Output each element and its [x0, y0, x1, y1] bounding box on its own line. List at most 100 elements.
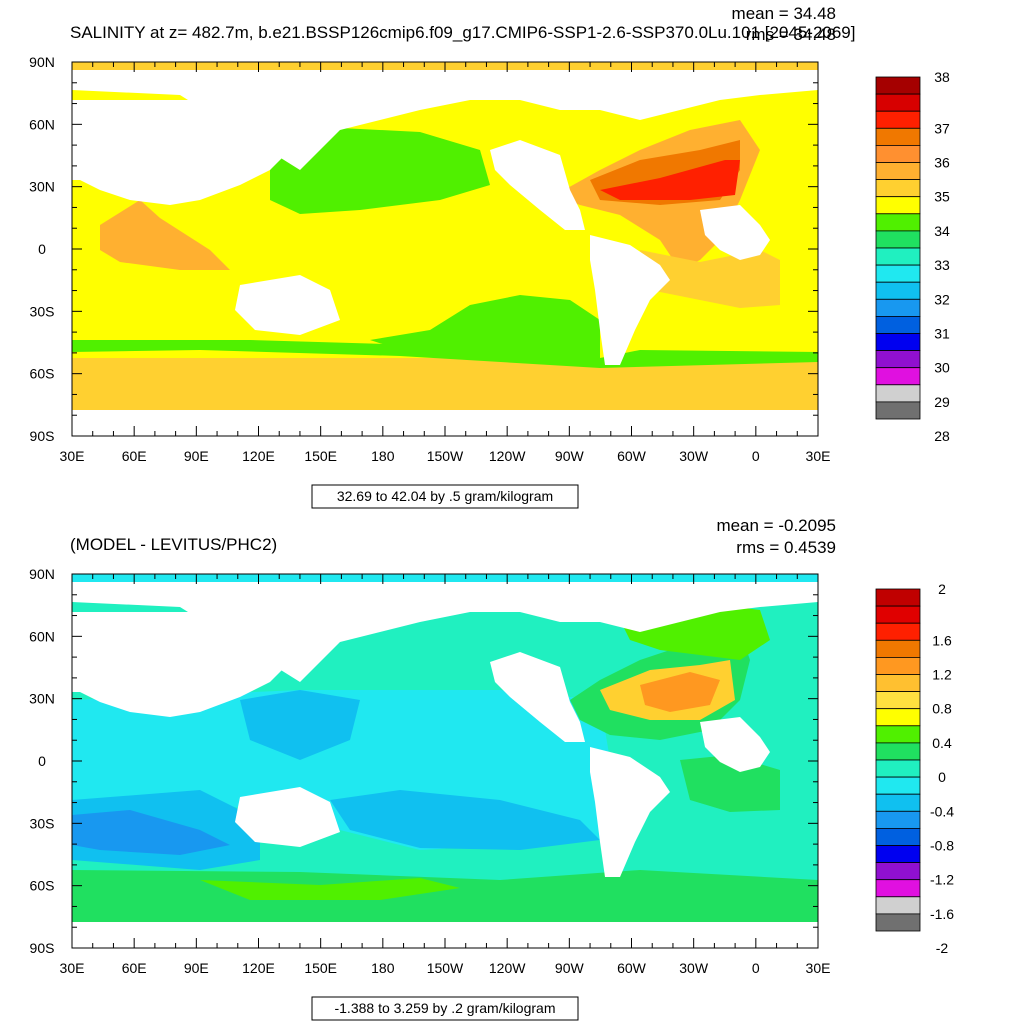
bottom-colorbar-label: -0.8 — [930, 838, 954, 854]
bottom-ytick-label: 30S — [30, 815, 55, 831]
bottom-colorbar-box — [875, 879, 921, 898]
bottom-colorbar-box — [875, 657, 921, 675]
bottom-panel: (MODEL - LEVITUS/PHC2) mean = -0.2095 rm… — [29, 516, 954, 1021]
bottom-y-axis: 90N 60N 30N 0 30S 60S 90S — [29, 566, 818, 956]
bottom-colorbar: 2 1.6 1.2 0.8 0.4 0 -0.4 -0.8 -1.2 -1.6 -2 — [875, 581, 954, 956]
top-xtick-label: 30E — [60, 448, 85, 464]
top-colorbar-box — [875, 162, 921, 181]
top-colorbar-label: 30 — [934, 360, 950, 376]
bottom-xtick-label: 180 — [371, 960, 395, 976]
bottom-xtick-label: 90E — [184, 960, 209, 976]
top-colorbar-label: 28 — [934, 428, 950, 444]
top-colorbar-box — [875, 315, 921, 334]
bottom-colorbar-box — [875, 674, 921, 693]
top-colorbar-label: 32 — [934, 291, 950, 307]
top-xtick-label: 30W — [679, 448, 709, 464]
top-xtick-label: 30E — [806, 448, 831, 464]
top-xtick-label: 90E — [184, 448, 209, 464]
top-colorbar-label: 35 — [934, 189, 950, 205]
bottom-indian-blue — [72, 810, 230, 855]
bottom-xtick-label: 120W — [489, 960, 526, 976]
top-xtick-label: 150W — [427, 448, 464, 464]
bottom-southern-green — [72, 870, 818, 930]
bottom-xtick-label: 60W — [617, 960, 647, 976]
top-xtick-label: 0 — [752, 448, 760, 464]
top-colorbar-label: 29 — [934, 394, 950, 410]
bottom-colorbar-label: 1.6 — [932, 632, 952, 648]
top-indian-orange — [100, 200, 230, 270]
top-colorbar-label: 33 — [934, 257, 950, 273]
bottom-colorbar-box — [875, 742, 921, 761]
top-colorbar-box — [875, 333, 921, 352]
bottom-colorbar-box — [875, 896, 921, 915]
top-land-samerica — [590, 235, 670, 365]
top-xtick-label: 150E — [304, 448, 337, 464]
top-ytick-label: 30S — [30, 303, 55, 319]
bottom-colorbar-box — [875, 828, 921, 846]
top-colorbar-box — [875, 350, 921, 369]
bottom-colorbar-label: -2 — [936, 940, 949, 956]
top-satl-orange — [640, 250, 780, 308]
top-range-label: 32.69 to 42.04 by .5 gram/kilogram — [337, 488, 553, 504]
bottom-colorbar-label: 0.8 — [932, 701, 952, 717]
top-x-axis: 30E 60E 90E 120E 150E 180 150W 120W 90W 60W 30W 0 30… — [60, 62, 831, 464]
bottom-colorbar-box — [875, 639, 921, 658]
bottom-colorbar-box — [875, 776, 921, 795]
bottom-colorbar-box — [875, 605, 921, 624]
bottom-xtick-label: 150E — [304, 960, 337, 976]
top-colorbar-box — [875, 281, 921, 300]
top-colorbar-box — [875, 179, 921, 198]
top-land-namerica — [490, 140, 585, 230]
bottom-xtick-label: 30E — [806, 960, 831, 976]
bottom-ytick-label: 60S — [30, 878, 55, 894]
bottom-land-africa — [700, 717, 770, 772]
bottom-range-label: -1.388 to 3.259 by .2 gram/kilogram — [334, 1000, 555, 1016]
bottom-colorbar-box — [875, 810, 921, 829]
bottom-xtick-label: 0 — [752, 960, 760, 976]
top-ytick-label: 0 — [38, 241, 46, 257]
top-ytick-label: 60S — [30, 366, 55, 382]
bottom-natl-orange — [640, 672, 720, 712]
bottom-colorbar-box — [875, 759, 921, 778]
bottom-colorbar-label: -0.4 — [930, 803, 954, 819]
top-npac-green — [270, 128, 490, 214]
bottom-colorbar-label: -1.2 — [930, 872, 954, 888]
top-panel: SALINITY at z= 482.7m, b.e21.BSSP126cmip… — [29, 4, 950, 509]
bottom-colorbar-box — [875, 708, 921, 727]
bottom-xtick-label: 30E — [60, 960, 85, 976]
bottom-colorbar-box — [875, 725, 921, 744]
bottom-ytick-label: 30N — [29, 691, 55, 707]
bottom-colorbar-box — [875, 691, 921, 710]
top-xtick-label: 90W — [555, 448, 585, 464]
top-colorbar-label: 36 — [934, 155, 950, 171]
top-ytick-label: 90S — [30, 428, 55, 444]
top-title: SALINITY at z= 482.7m, b.e21.BSSP126cmip… — [70, 23, 856, 42]
top-land-africa — [700, 205, 770, 260]
bottom-colorbar-label: 0.4 — [932, 735, 952, 751]
top-land-north — [72, 70, 818, 170]
top-xtick-label: 120W — [489, 448, 526, 464]
top-colorbar-box — [875, 93, 921, 112]
top-land-australia — [235, 275, 340, 335]
bottom-rms: rms = 0.4539 — [736, 538, 836, 557]
bottom-ytick-label: 90S — [30, 940, 55, 956]
bottom-xtick-label: 90W — [555, 960, 585, 976]
top-colorbar-label: 38 — [934, 69, 950, 85]
bottom-spac-lightblue — [330, 790, 600, 850]
bottom-land-north — [72, 582, 818, 682]
top-colorbar-box — [875, 298, 921, 317]
top-colorbar-box — [875, 76, 921, 95]
bottom-colorbar-box — [875, 913, 921, 932]
top-xtick-label: 120E — [242, 448, 275, 464]
top-atl-red — [600, 160, 740, 200]
bottom-colorbar-label: 0 — [938, 769, 946, 785]
bottom-ytick-label: 90N — [29, 566, 55, 582]
top-xtick-label: 60W — [617, 448, 647, 464]
top-xtick-label: 180 — [371, 448, 395, 464]
top-ytick-label: 90N — [29, 54, 55, 70]
top-map — [72, 62, 818, 436]
bottom-xtick-label: 30W — [679, 960, 709, 976]
bottom-land-australia — [235, 787, 340, 847]
top-colorbar: 38 37 36 35 34 33 32 31 30 29 28 — [875, 69, 950, 444]
